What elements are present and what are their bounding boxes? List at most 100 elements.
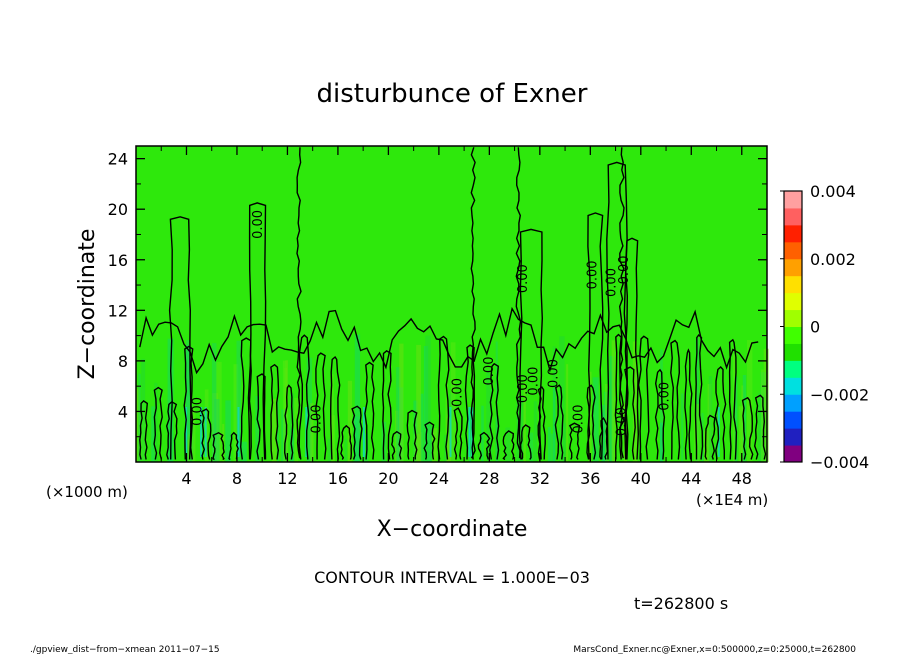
field-patch [763, 348, 769, 462]
contour-line [437, 335, 450, 460]
contour-line [296, 147, 302, 459]
field-patch [696, 404, 700, 462]
colorbar-label: 0 [810, 318, 820, 337]
contour-line [477, 431, 491, 460]
contour-label: 0.00 [615, 407, 630, 436]
field-patch [200, 407, 203, 457]
colorbar-segment [784, 428, 802, 446]
field-patch [138, 373, 141, 462]
field-patch [185, 407, 188, 457]
contour-line [518, 228, 544, 460]
field-patch [523, 382, 526, 462]
contour-line [587, 212, 604, 460]
field-patch [529, 432, 534, 462]
colorbar-segment [784, 207, 802, 226]
contour-line [537, 386, 546, 460]
field-patch [236, 340, 241, 462]
x-unit-label: (×1E4 m) [696, 491, 768, 509]
field-patch [306, 357, 312, 462]
field-patch [294, 397, 299, 462]
y-axis-label: Z−coordinate [75, 229, 100, 380]
field-patch [446, 416, 451, 462]
field-patch [634, 364, 638, 462]
field-patch [331, 374, 334, 462]
colorbar-segment [784, 241, 802, 260]
field-patch [533, 401, 537, 462]
contour-line [704, 414, 716, 460]
field-patch [237, 407, 240, 457]
contour-line [212, 432, 225, 461]
field-patch [347, 380, 353, 462]
field-patch [282, 360, 287, 462]
colorbar-segment [784, 377, 802, 395]
field-patch [241, 441, 247, 462]
colorbar-segment [784, 445, 802, 463]
field-patch [486, 370, 490, 462]
field-patch [271, 398, 277, 462]
contour-line [606, 161, 628, 460]
contour-line [624, 237, 640, 460]
contour-line [423, 421, 436, 460]
colorbar: 0.004 0.002 0 −0.002 −0.004 [780, 182, 869, 472]
contour-line [139, 306, 759, 375]
field-patch [468, 407, 471, 457]
plot-frame [135, 145, 768, 463]
field-patch [761, 369, 764, 462]
field-patch [136, 388, 140, 462]
contour-label: 0.00 [605, 268, 620, 297]
contour-line [637, 335, 650, 460]
x-tick-label: 20 [378, 469, 398, 488]
colorbar-segment [784, 275, 802, 294]
colorbar-segment [784, 411, 802, 429]
field-patch [450, 342, 456, 462]
field-patch [255, 395, 260, 462]
field-patch [362, 407, 365, 457]
field-patch [741, 385, 744, 462]
field-patch [416, 344, 422, 462]
contour-line [153, 386, 163, 460]
contour-line [228, 431, 239, 461]
colorbar-label: 0.004 [810, 182, 856, 201]
y-tick-label: 8 [118, 352, 128, 371]
x-tick-label: 28 [479, 469, 499, 488]
contour-line [470, 147, 476, 459]
contour-line [614, 333, 624, 460]
contour-line [489, 362, 500, 460]
contour-line [502, 430, 515, 461]
field-patch [214, 399, 220, 462]
contour-line [283, 384, 294, 460]
field-patch [695, 337, 700, 462]
contour-line [554, 384, 564, 460]
contour-line [298, 334, 310, 460]
contour-label: 0.00 [451, 378, 466, 407]
colorbar-segment [784, 258, 802, 277]
contour-line [618, 147, 625, 459]
x-tick-label: 32 [530, 469, 550, 488]
contour-line [329, 355, 341, 460]
field-patch [588, 371, 592, 462]
y-tick-label: 16 [108, 251, 128, 270]
field-patch [204, 407, 207, 457]
field-patch [310, 403, 314, 462]
contour-line [753, 394, 767, 460]
plot-area [136, 146, 769, 462]
contour-interval-label: CONTOUR INTERVAL = 1.000E−03 [314, 568, 590, 587]
field-patch [681, 393, 684, 462]
contour-line [247, 202, 267, 460]
x-tick-label: 8 [232, 469, 242, 488]
contour-line [586, 384, 597, 460]
field-patch [659, 422, 664, 462]
contour-line [391, 430, 403, 460]
contour-line [200, 408, 212, 460]
field-patch [553, 388, 556, 462]
contour-line [406, 409, 418, 460]
contour-line [351, 405, 363, 460]
x-tick-label: 4 [181, 469, 191, 488]
contour-label: 0.00 [526, 367, 541, 396]
contour-label: 0.00 [516, 264, 531, 293]
contour-line [515, 147, 522, 459]
field-patch [167, 338, 174, 462]
field-patch [225, 400, 231, 462]
colorbar-label: −0.002 [810, 385, 869, 404]
